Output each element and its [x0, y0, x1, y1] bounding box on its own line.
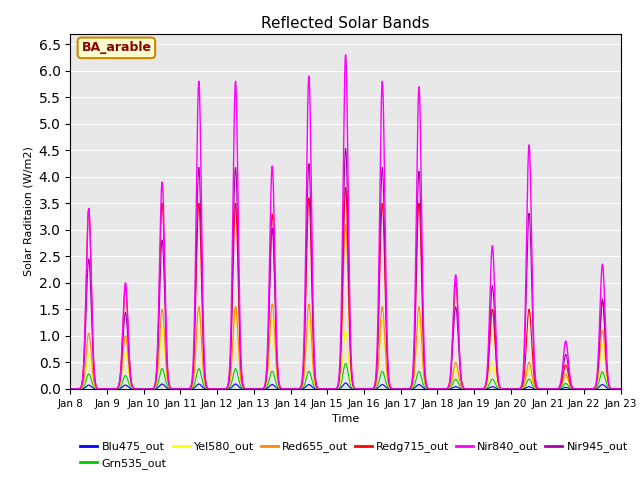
Yel580_out	[544, 386, 552, 392]
Line: Nir840_out: Nir840_out	[70, 55, 621, 389]
Red655_out	[342, 222, 349, 228]
Grn535_out	[67, 386, 74, 392]
Redg715_out	[67, 386, 74, 392]
Blu475_out	[544, 386, 552, 392]
Yel580_out	[438, 386, 446, 392]
Line: Nir945_out: Nir945_out	[70, 148, 621, 389]
Blu475_out	[469, 386, 477, 392]
Redg715_out	[166, 382, 173, 388]
Grn535_out	[342, 360, 349, 366]
Blu475_out	[67, 386, 74, 392]
Redg715_out	[616, 386, 624, 392]
Redg715_out	[438, 386, 446, 392]
Nir840_out	[342, 52, 349, 58]
Blu475_out	[500, 386, 508, 392]
Grn535_out	[325, 386, 333, 392]
Nir840_out	[469, 386, 477, 392]
Nir945_out	[500, 386, 508, 392]
Yel580_out	[500, 386, 508, 392]
Grn535_out	[469, 386, 477, 392]
Red655_out	[616, 386, 624, 392]
Nir840_out	[67, 386, 74, 392]
Red655_out	[166, 384, 173, 390]
Blu475_out	[438, 386, 446, 392]
Y-axis label: Solar Raditaion (W/m2): Solar Raditaion (W/m2)	[23, 146, 33, 276]
Redg715_out	[500, 386, 508, 392]
Nir945_out	[616, 386, 624, 392]
Grn535_out	[544, 386, 552, 392]
Grn535_out	[617, 386, 625, 392]
Red655_out	[325, 386, 333, 392]
Nir945_out	[617, 386, 625, 392]
Blu475_out	[617, 386, 625, 392]
Red655_out	[438, 386, 446, 392]
Nir840_out	[166, 382, 173, 387]
Line: Redg715_out: Redg715_out	[70, 187, 621, 389]
Redg715_out	[469, 386, 477, 392]
Red655_out	[67, 386, 74, 392]
Title: Reflected Solar Bands: Reflected Solar Bands	[261, 16, 430, 31]
Nir840_out	[616, 386, 624, 392]
Red655_out	[617, 386, 625, 392]
Grn535_out	[500, 386, 508, 392]
Nir945_out	[67, 386, 74, 392]
Line: Blu475_out: Blu475_out	[70, 383, 621, 389]
Redg715_out	[544, 386, 552, 392]
Blu475_out	[616, 386, 624, 392]
Line: Grn535_out: Grn535_out	[70, 363, 621, 389]
Blu475_out	[166, 386, 173, 392]
Grn535_out	[166, 385, 173, 391]
Redg715_out	[325, 386, 333, 392]
Yel580_out	[617, 386, 625, 392]
Nir945_out	[438, 386, 446, 392]
Legend: Blu475_out, Grn535_out, Yel580_out, Red655_out, Redg715_out, Nir840_out, Nir945_: Blu475_out, Grn535_out, Yel580_out, Red6…	[76, 437, 632, 473]
Line: Yel580_out: Yel580_out	[70, 309, 621, 389]
Text: BA_arable: BA_arable	[81, 41, 152, 54]
Redg715_out	[617, 386, 625, 392]
Nir945_out	[325, 386, 333, 392]
Red655_out	[500, 386, 508, 392]
Redg715_out	[342, 184, 349, 190]
Nir840_out	[500, 386, 508, 392]
Yel580_out	[616, 386, 624, 392]
Red655_out	[544, 386, 552, 392]
Yel580_out	[166, 384, 173, 390]
Nir840_out	[325, 386, 333, 392]
Blu475_out	[325, 386, 333, 392]
Yel580_out	[469, 386, 477, 392]
Nir945_out	[469, 386, 477, 392]
Line: Red655_out: Red655_out	[70, 225, 621, 389]
Grn535_out	[438, 386, 446, 392]
Blu475_out	[342, 380, 349, 386]
Nir840_out	[617, 386, 625, 392]
Nir945_out	[342, 145, 349, 151]
Nir945_out	[166, 383, 173, 389]
Yel580_out	[325, 386, 333, 392]
Red655_out	[469, 386, 477, 392]
Nir840_out	[438, 386, 446, 392]
X-axis label: Time: Time	[332, 414, 359, 424]
Grn535_out	[616, 386, 624, 392]
Yel580_out	[67, 386, 74, 392]
Yel580_out	[195, 306, 203, 312]
